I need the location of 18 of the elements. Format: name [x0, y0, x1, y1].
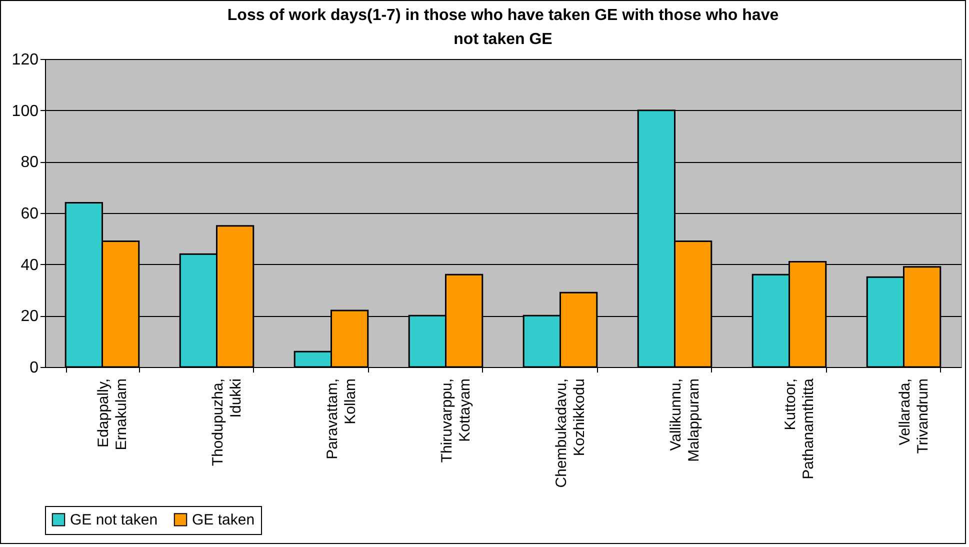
y-tick-label: 40 — [20, 256, 39, 274]
x-tick-label: Vallikunnu, Malappuram — [667, 378, 702, 462]
x-tick-label: Edappally, Ernakulam — [94, 378, 130, 450]
y-tick-label: 120 — [12, 52, 39, 68]
legend-label: GE not taken — [70, 512, 158, 529]
legend-label: GE taken — [192, 512, 255, 529]
x-tick-label: Thodupuzha, Idukki — [209, 378, 244, 466]
x-tick-label: Thiruvarppu, Kottayam — [438, 378, 474, 463]
y-tick-label: 20 — [20, 308, 39, 326]
x-tick-label: Kuttoor, Pathanamthitta — [782, 378, 817, 480]
y-tick-label: 60 — [20, 206, 39, 222]
y-tick-label: 0 — [30, 360, 39, 376]
x-tick-label: Paravattam, Kollam — [324, 378, 359, 460]
x-tick-label: Chembukadavu, Kozhikkodu — [552, 378, 588, 488]
y-tick-label: 80 — [20, 154, 39, 172]
chart-title: Loss of work days(1-7) in those who have taken GE with those who have not taken GE — [227, 7, 779, 48]
x-tick-label: Vellarada, Trivandrum — [896, 378, 932, 454]
y-tick-label: 100 — [12, 102, 39, 120]
